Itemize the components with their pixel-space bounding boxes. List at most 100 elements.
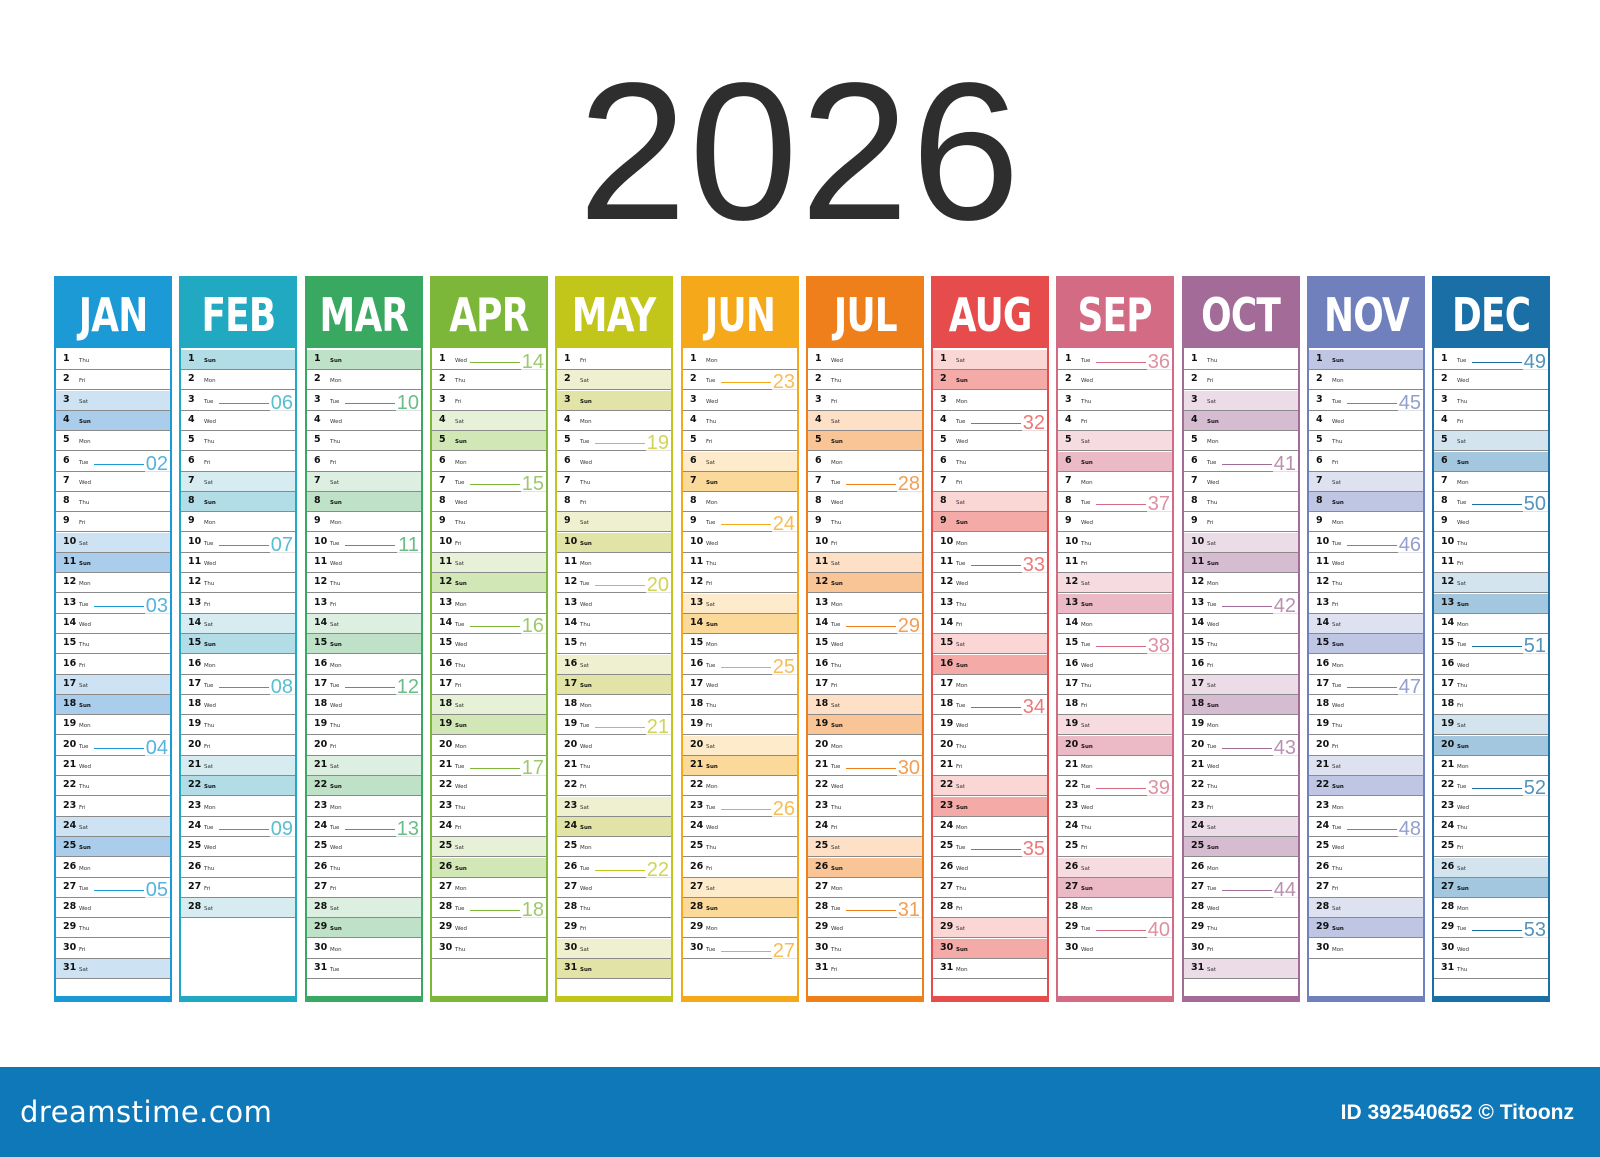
weekday-label: Tue	[1457, 926, 1467, 933]
day-row: 31 Sat	[56, 959, 170, 979]
weekday-label: Fri	[1457, 418, 1464, 425]
day-row: 28 Sun	[683, 898, 797, 919]
week-number: 20	[645, 574, 671, 597]
month-header: APR	[430, 276, 548, 348]
weekday-label: Sat	[580, 662, 590, 669]
weekday-label: Sat	[330, 906, 340, 913]
weekday-label: Wed	[1457, 804, 1469, 811]
day-row: 28 Tue	[432, 898, 546, 919]
day-number: 30	[1065, 941, 1079, 953]
day-row: 4 Sun	[1184, 410, 1298, 431]
day-number: 23	[188, 799, 202, 811]
weekday-label: Sun	[580, 540, 592, 547]
day-number: 30	[564, 941, 578, 953]
day-number: 28	[1191, 901, 1205, 913]
day-number: 23	[1316, 799, 1330, 811]
weekday-label: Tue	[455, 479, 465, 486]
day-number: 11	[314, 556, 328, 567]
week-number: 07	[269, 533, 295, 556]
day-number: 4	[439, 413, 446, 425]
day-row: 25 Fri	[1058, 837, 1172, 858]
weekday-label: Sun	[1207, 561, 1219, 567]
day-number: 16	[439, 657, 453, 669]
weekday-label: Sun	[1457, 459, 1469, 466]
day-number: 18	[1191, 698, 1205, 710]
day-number: 24	[940, 819, 954, 831]
weekday-label: Sun	[330, 500, 342, 507]
day-number: 5	[690, 434, 697, 446]
day-number: 18	[815, 698, 829, 710]
weekday-label: Wed	[831, 642, 843, 649]
day-number: 17	[564, 677, 578, 689]
weekday-label: Fri	[455, 824, 462, 831]
day-number: 20	[1065, 738, 1079, 750]
day-number: 12	[940, 576, 954, 588]
day-row: 21 Thu	[557, 756, 671, 776]
weekday-label: Wed	[1081, 804, 1093, 811]
weekday-label: Fri	[79, 946, 86, 953]
weekday-label: Sun	[1332, 642, 1344, 649]
week-marker-line	[1472, 504, 1522, 506]
month-name: JUL	[833, 288, 897, 342]
weekday-label: Thu	[1207, 784, 1218, 791]
month-footer-bar	[681, 996, 799, 1002]
weekday-label: Fri	[79, 662, 86, 669]
weekday-label: Tue	[204, 540, 214, 547]
day-number: 10	[564, 535, 578, 547]
week-marker-line	[1472, 362, 1522, 363]
day-row: 15 Thu	[56, 634, 170, 655]
weekday-label: Tue	[1457, 358, 1467, 364]
day-row: 20 Fri	[1309, 736, 1423, 756]
weekday-label: Thu	[455, 804, 466, 811]
day-row: 14 Sat	[181, 613, 295, 634]
day-number: 8	[1191, 495, 1198, 507]
day-row: 29 Sun	[307, 918, 421, 939]
day-number: 13	[1441, 596, 1455, 608]
weekday-label: Sat	[79, 540, 89, 547]
weekday-label: Mon	[706, 926, 718, 933]
day-row: 16 Sun	[933, 654, 1047, 675]
day-number: 17	[314, 677, 328, 689]
day-row: 26 Fri	[683, 858, 797, 878]
weekday-label: Mon	[956, 540, 968, 547]
weekday-label: Tue	[79, 459, 89, 466]
day-row: 20 Fri	[181, 736, 295, 756]
weekday-label: Wed	[1332, 703, 1344, 710]
weekday-label: Sun	[1457, 885, 1469, 892]
day-row: 6 Sat	[683, 451, 797, 472]
weekday-label: Sun	[580, 967, 592, 973]
weekday-label: Mon	[1332, 378, 1344, 385]
day-number: 29	[1441, 921, 1455, 933]
day-number: 7	[940, 474, 947, 486]
weekday-label: Fri	[580, 642, 587, 649]
weekday-label: Sun	[1332, 500, 1344, 507]
day-number: 26	[188, 860, 202, 872]
month-days: 1 Sun 2 Mon 3 Tue 4 Wed 5 Thu 6 Fri 7 Sat 8 Sun 9 Mon 10 Tu…	[305, 348, 423, 996]
day-row: 6 Fri	[307, 452, 421, 472]
weekday-label: Tue	[1081, 784, 1091, 791]
day-row: 30 Wed	[1058, 939, 1172, 959]
weekday-label: Sat	[956, 926, 966, 933]
day-row: 5 Sun	[432, 431, 546, 452]
week-number: 48	[1397, 817, 1423, 840]
day-row: 25 Sat	[808, 837, 922, 858]
weekday-label: Wed	[1457, 946, 1469, 953]
day-number: 22	[1191, 779, 1205, 791]
weekday-label: Wed	[580, 601, 592, 608]
weekday-label: Sun	[455, 439, 467, 446]
weekday-label: Wed	[706, 682, 718, 689]
weekday-label: Thu	[1081, 540, 1092, 547]
day-row: 6 Fri	[1309, 452, 1423, 472]
day-number: 11	[815, 556, 829, 567]
day-number: 1	[1191, 353, 1198, 364]
day-row: 14 Sat	[1309, 613, 1423, 634]
day-row: 5 Thu	[1309, 431, 1423, 452]
day-number: 23	[63, 799, 77, 811]
week-number: 14	[520, 351, 546, 373]
weekday-label: Wed	[204, 561, 216, 567]
day-row: 15 Tue	[1058, 634, 1172, 655]
weekday-label: Mon	[455, 743, 467, 750]
day-row: 12 Wed	[933, 573, 1047, 594]
day-number: 4	[1316, 413, 1323, 425]
day-row: 20 Fri	[307, 736, 421, 756]
